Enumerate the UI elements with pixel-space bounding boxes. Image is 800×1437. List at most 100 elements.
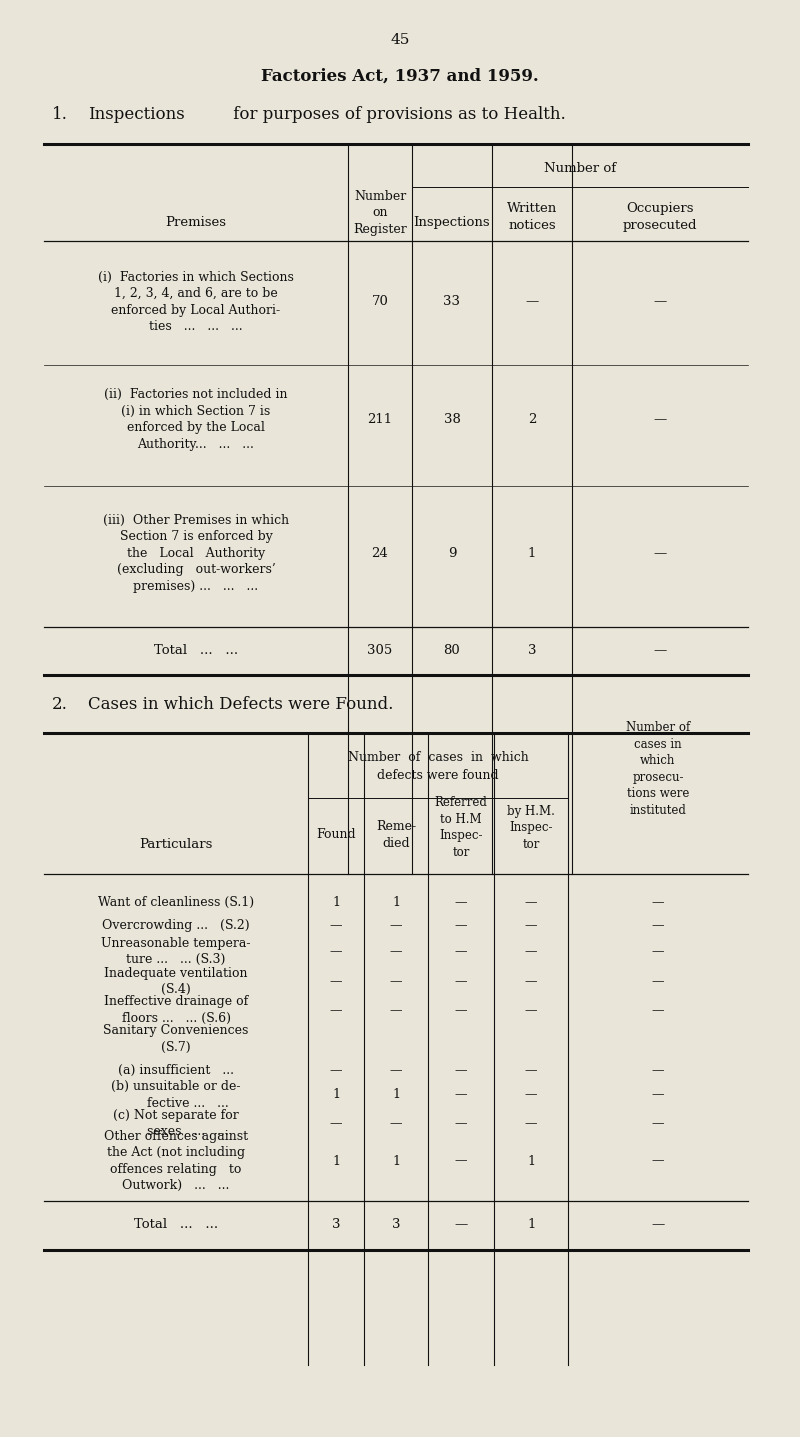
Text: Number of: Number of [544,161,616,175]
Text: 1: 1 [392,1154,400,1168]
Text: Total   ...   ...: Total ... ... [134,1217,218,1232]
Text: —: — [525,1003,538,1017]
Text: 70: 70 [371,295,389,309]
Text: —: — [330,944,342,958]
Text: —: — [330,1117,342,1131]
Text: (iii)  Other Premises in which
Section 7 is enforced by
the   Local   Authority
: (iii) Other Premises in which Section 7 … [103,514,289,592]
Text: —: — [455,1154,467,1168]
Text: (c) Not separate for
      sexes   ...   ...: (c) Not separate for sexes ... ... [113,1109,239,1138]
Text: —: — [390,1063,402,1078]
Text: 1: 1 [392,1088,400,1102]
Text: —: — [390,1003,402,1017]
Text: —: — [390,1117,402,1131]
Text: —: — [525,895,538,910]
Text: —: — [330,974,342,989]
Text: —: — [525,1088,538,1102]
Text: —: — [652,1117,664,1131]
Text: Sanitary Conveniences
(S.7): Sanitary Conveniences (S.7) [103,1025,249,1053]
Text: (b) unsuitable or de-
      fective ...   ...: (b) unsuitable or de- fective ... ... [111,1081,241,1109]
Text: —: — [455,1117,467,1131]
Text: Total   ...   ...: Total ... ... [154,644,238,658]
Text: —: — [525,944,538,958]
Text: 9: 9 [448,546,456,560]
Text: —: — [454,1217,468,1232]
Text: —: — [654,546,666,560]
Text: —: — [390,918,402,933]
Text: —: — [652,1088,664,1102]
Text: —: — [455,1088,467,1102]
Text: 38: 38 [443,412,461,427]
Text: —: — [654,644,666,658]
Text: Particulars: Particulars [139,838,213,852]
Text: —: — [525,1063,538,1078]
Text: 1: 1 [527,1154,535,1168]
Text: Found: Found [316,828,356,842]
Text: —: — [654,412,666,427]
Text: —: — [455,1063,467,1078]
Text: 1: 1 [392,895,400,910]
Text: Number
on
Register: Number on Register [353,190,407,236]
Text: Factories Act, 1937 and 1959.: Factories Act, 1937 and 1959. [261,68,539,85]
Text: Referred
to H.M
Inspec-
tor: Referred to H.M Inspec- tor [434,796,488,859]
Text: 33: 33 [443,295,461,309]
Text: for purposes of provisions as to Health.: for purposes of provisions as to Health. [228,106,566,124]
Text: defects were found: defects were found [377,769,499,783]
Text: Inadequate ventilation
(S.4): Inadequate ventilation (S.4) [104,967,248,996]
Text: —: — [330,1063,342,1078]
Text: —: — [652,1003,664,1017]
Text: 3: 3 [392,1217,400,1232]
Text: Premises: Premises [166,216,226,230]
Text: 80: 80 [444,644,460,658]
Text: 1.: 1. [52,106,68,124]
Text: —: — [455,918,467,933]
Text: (ii)  Factories not included in
(i) in which Section 7 is
enforced by the Local
: (ii) Factories not included in (i) in wh… [104,388,288,451]
Text: Number  of  cases  in  which: Number of cases in which [348,750,528,764]
Text: —: — [455,974,467,989]
Text: 45: 45 [390,33,410,47]
Text: —: — [330,1003,342,1017]
Text: Written
notices: Written notices [507,203,557,231]
Text: (a) insufficient   ...: (a) insufficient ... [118,1063,234,1078]
Text: 3: 3 [332,1217,340,1232]
Text: —: — [654,295,666,309]
Text: 1: 1 [332,1154,340,1168]
Text: —: — [455,944,467,958]
Text: —: — [525,918,538,933]
Text: Number of
cases in
which
prosecu-
tions were
instituted: Number of cases in which prosecu- tions … [626,721,690,816]
Text: 1: 1 [528,546,536,560]
Text: by H.M.
Inspec-
tor: by H.M. Inspec- tor [507,805,555,851]
Text: 3: 3 [528,644,536,658]
Text: —: — [651,1217,665,1232]
Text: 2.: 2. [52,696,68,713]
Text: —: — [652,1063,664,1078]
Text: 1: 1 [527,1217,535,1232]
Text: —: — [652,974,664,989]
Text: Cases in which Defects were Found.: Cases in which Defects were Found. [88,696,394,713]
Text: Inspections: Inspections [414,216,490,230]
Text: Ineffective drainage of
floors ...   ... (S.6): Ineffective drainage of floors ... ... (… [104,996,248,1025]
Text: 211: 211 [367,412,393,427]
Text: 1: 1 [332,1088,340,1102]
Text: 305: 305 [367,644,393,658]
Text: —: — [652,944,664,958]
Text: —: — [330,918,342,933]
Text: Other offences against
the Act (not including
offences relating   to
Outwork)   : Other offences against the Act (not incl… [104,1129,248,1193]
Text: Overcrowding ...   (S.2): Overcrowding ... (S.2) [102,918,250,933]
Text: —: — [455,1003,467,1017]
Text: Occupiers
prosecuted: Occupiers prosecuted [622,203,698,231]
Text: —: — [652,895,664,910]
Text: Reme-
died: Reme- died [376,821,416,849]
Text: —: — [652,1154,664,1168]
Text: —: — [652,918,664,933]
Text: —: — [526,295,538,309]
Text: 24: 24 [372,546,388,560]
Text: Want of cleanliness (S.1): Want of cleanliness (S.1) [98,895,254,910]
Text: —: — [390,974,402,989]
Text: 1: 1 [332,895,340,910]
Text: —: — [525,974,538,989]
Text: Inspections: Inspections [88,106,185,124]
Text: —: — [525,1117,538,1131]
Text: Unreasonable tempera-
ture ...   ... (S.3): Unreasonable tempera- ture ... ... (S.3) [102,937,250,966]
Text: (i)  Factories in which Sections
1, 2, 3, 4, and 6, are to be
enforced by Local : (i) Factories in which Sections 1, 2, 3,… [98,270,294,333]
Text: —: — [455,895,467,910]
